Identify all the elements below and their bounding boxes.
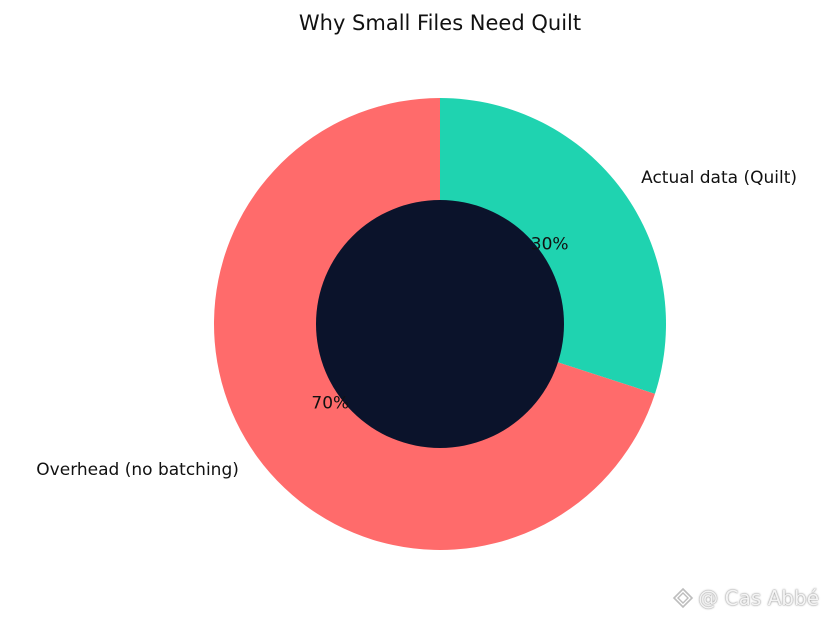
watermark-text: @ Cas Abbé (698, 586, 819, 610)
slice-labels-group: Actual data (Quilt) Overhead (no batching… (36, 168, 797, 480)
slice-label-0: Actual data (Quilt) (641, 168, 797, 188)
donut-center (316, 200, 564, 448)
slice-label-1: Overhead (no batching) (36, 460, 239, 480)
percent-label-0: 30% (531, 234, 569, 254)
chart-title: Why Small Files Need Quilt (299, 11, 581, 35)
diamond-logo-icon (673, 587, 694, 609)
watermark: @ Cas Abbé (672, 586, 819, 610)
percent-label-1: 70% (311, 394, 349, 414)
percent-labels-group: 30% 70% (311, 234, 568, 413)
